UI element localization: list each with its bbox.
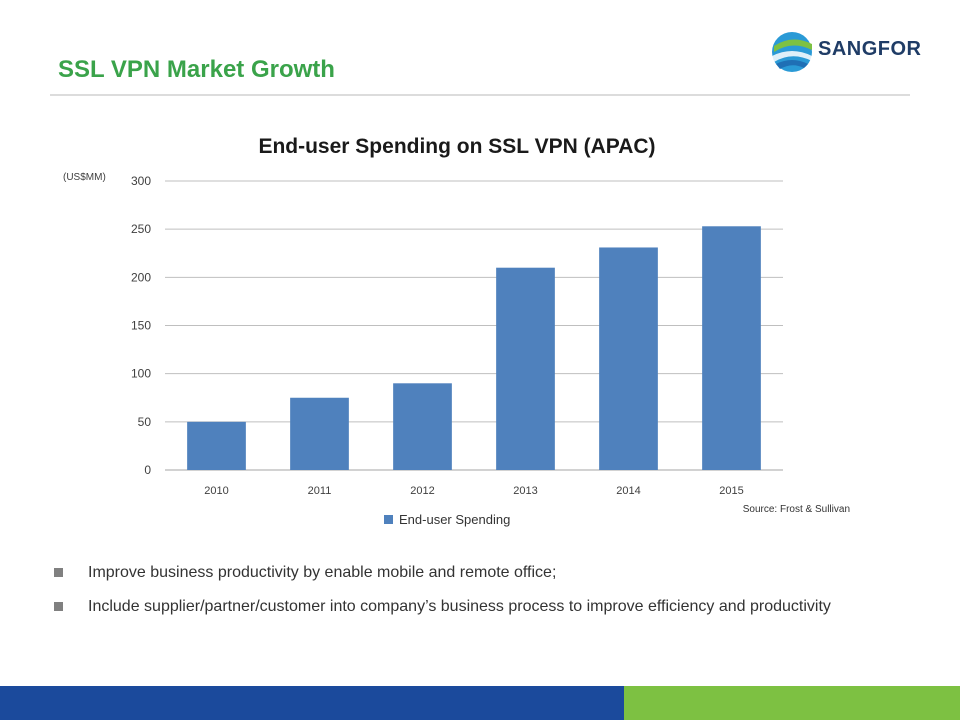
x-tick-label: 2014 bbox=[616, 485, 640, 497]
bullet-square-icon bbox=[54, 602, 63, 611]
logo-text: SANGFOR bbox=[818, 38, 922, 60]
bar-2012 bbox=[393, 383, 452, 470]
bar-2015 bbox=[702, 226, 761, 470]
y-tick-label: 100 bbox=[131, 367, 151, 381]
title-divider bbox=[50, 94, 910, 96]
chart-title: End-user Spending on SSL VPN (APAC) bbox=[258, 135, 655, 158]
bullet-item: Include supplier/partner/customer into c… bbox=[54, 590, 934, 623]
x-tick-label: 2010 bbox=[204, 485, 228, 497]
legend-label: End-user Spending bbox=[399, 512, 510, 527]
slide-title: SSL VPN Market Growth bbox=[58, 56, 335, 83]
bars bbox=[187, 226, 761, 470]
x-tick-label: 2012 bbox=[410, 485, 434, 497]
y-tick-label: 250 bbox=[131, 222, 151, 236]
footer-bar bbox=[0, 686, 960, 720]
y-tick-label: 0 bbox=[144, 463, 151, 477]
bullet-list: Improve business productivity by enable … bbox=[54, 556, 934, 624]
y-tick-label: 200 bbox=[131, 270, 151, 284]
footer-green-band bbox=[624, 686, 960, 720]
x-tick-labels: 2010 2011 2012 2013 2014 2015 bbox=[204, 485, 743, 497]
gridlines bbox=[165, 180, 783, 471]
bullet-text: Include supplier/partner/customer into c… bbox=[88, 598, 831, 615]
legend-swatch bbox=[384, 515, 393, 524]
bar-2014 bbox=[599, 247, 658, 470]
source-note: Source: Frost & Sullivan bbox=[743, 504, 850, 515]
bar-chart: End-user Spending on SSL VPN (APAC) (US$… bbox=[63, 135, 850, 527]
y-tick-label: 150 bbox=[131, 319, 151, 333]
bullet-item: Improve business productivity by enable … bbox=[54, 556, 934, 589]
y-unit-label: (US$MM) bbox=[63, 172, 106, 183]
sangfor-globe-icon bbox=[772, 32, 812, 72]
y-tick-labels: 0 50 100 150 200 250 300 bbox=[131, 174, 151, 477]
x-tick-label: 2015 bbox=[719, 485, 743, 497]
sangfor-logo: SANGFOR bbox=[768, 24, 928, 84]
bullet-square-icon bbox=[54, 568, 63, 577]
footer-blue-band bbox=[0, 686, 624, 720]
x-tick-label: 2013 bbox=[513, 485, 537, 497]
y-tick-label: 300 bbox=[131, 174, 151, 188]
bar-2010 bbox=[187, 421, 246, 470]
bar-2013 bbox=[496, 267, 555, 470]
bullet-text: Improve business productivity by enable … bbox=[88, 564, 557, 581]
x-tick-label: 2011 bbox=[308, 485, 332, 497]
y-tick-label: 50 bbox=[138, 415, 152, 429]
bar-2011 bbox=[290, 397, 349, 470]
